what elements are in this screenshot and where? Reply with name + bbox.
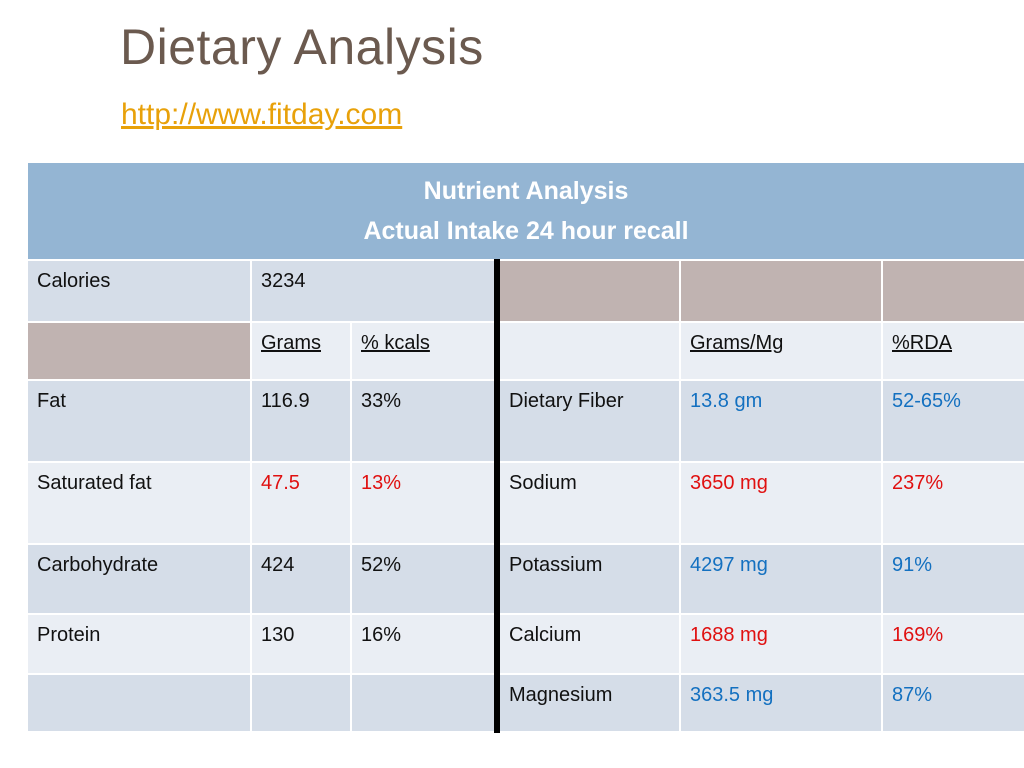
nutrient-label: Fat [26, 379, 252, 463]
rda-value: 169% [880, 613, 1024, 675]
empty-cell [250, 673, 352, 733]
empty-cell [494, 321, 681, 381]
nutrient-label: Sodium [494, 461, 681, 545]
column-header-grams: Grams [250, 321, 352, 381]
kcals-value: 33% [350, 379, 498, 463]
rda-value: 52-65% [880, 379, 1024, 463]
grams-value: 424 [250, 543, 352, 615]
nutrient-label: Potassium [494, 543, 681, 615]
nutrient-label: Carbohydrate [26, 543, 252, 615]
amount-value: 3650 mg [679, 461, 883, 545]
table-header: Nutrient Analysis Actual Intake 24 hour … [25, 161, 1024, 261]
table-row: Saturated fat 47.5 13% Sodium 3650 mg 23… [26, 461, 1024, 545]
amount-value: 1688 mg [679, 613, 883, 675]
nutrient-label: Protein [26, 613, 252, 675]
rda-value: 87% [880, 673, 1024, 733]
column-header-kcals: % kcals [350, 321, 498, 381]
grams-value: 116.9 [250, 379, 352, 463]
kcals-value: 16% [350, 613, 498, 675]
amount-value: 363.5 mg [679, 673, 883, 733]
empty-cell [26, 321, 252, 381]
page-title: Dietary Analysis [120, 19, 484, 75]
empty-cell [26, 673, 252, 733]
table-row: Carbohydrate 424 52% Potassium 4297 mg 9… [26, 543, 1024, 615]
column-header-grams-mg: Grams/Mg [679, 321, 883, 381]
rda-value: 91% [880, 543, 1024, 615]
nutrient-label: Calcium [494, 613, 681, 675]
calories-label: Calories [26, 259, 252, 323]
empty-cell [880, 259, 1024, 323]
empty-cell [679, 259, 883, 323]
table-row: Protein 130 16% Calcium 1688 mg 169% [26, 613, 1024, 675]
empty-cell [350, 673, 498, 733]
kcals-value: 52% [350, 543, 498, 615]
nutrient-label: Saturated fat [26, 461, 252, 545]
table-header-title: Nutrient Analysis [423, 177, 629, 205]
empty-cell [494, 259, 681, 323]
amount-value: 13.8 gm [679, 379, 883, 463]
amount-value: 4297 mg [679, 543, 883, 615]
nutrient-label: Magnesium [494, 673, 681, 733]
nutrient-analysis-table: Nutrient Analysis Actual Intake 24 hour … [25, 161, 1024, 733]
grams-value: 130 [250, 613, 352, 675]
table-header-subtitle: Actual Intake 24 hour recall [363, 217, 689, 245]
column-header-rda: %RDA [880, 321, 1024, 381]
kcals-value: 13% [350, 461, 498, 545]
table-row: Magnesium 363.5 mg 87% [26, 673, 1024, 733]
fitday-link[interactable]: http://www.fitday.com [121, 98, 403, 131]
table-row: Fat 116.9 33% Dietary Fiber 13.8 gm 52-6… [26, 379, 1024, 463]
calories-value: 3234 [250, 259, 498, 323]
nutrient-label: Dietary Fiber [494, 379, 681, 463]
rda-value: 237% [880, 461, 1024, 545]
grams-value: 47.5 [250, 461, 352, 545]
